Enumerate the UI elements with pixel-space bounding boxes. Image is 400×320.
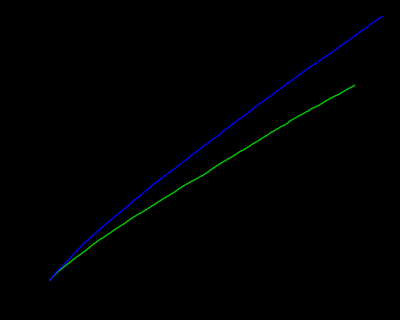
Line: KOSO: KOSO bbox=[50, 85, 354, 280]
KOSO bbox=[282, 123, 287, 127]
KOSO* bbox=[48, 278, 52, 282]
KOSO bbox=[258, 137, 263, 141]
KOSO* bbox=[174, 165, 179, 169]
Line: KOSO*: KOSO* bbox=[50, 16, 382, 280]
KOSO bbox=[284, 122, 288, 126]
KOSO* bbox=[300, 71, 304, 75]
KOSO bbox=[172, 190, 177, 194]
KOSO* bbox=[298, 72, 303, 76]
KOSO* bbox=[197, 147, 202, 151]
KOSO bbox=[48, 278, 52, 282]
KOSO bbox=[103, 234, 108, 238]
KOSO* bbox=[101, 224, 106, 228]
KOSO* bbox=[271, 92, 276, 96]
KOSO bbox=[352, 84, 357, 87]
KOSO bbox=[193, 178, 198, 181]
KOSO* bbox=[380, 14, 384, 18]
